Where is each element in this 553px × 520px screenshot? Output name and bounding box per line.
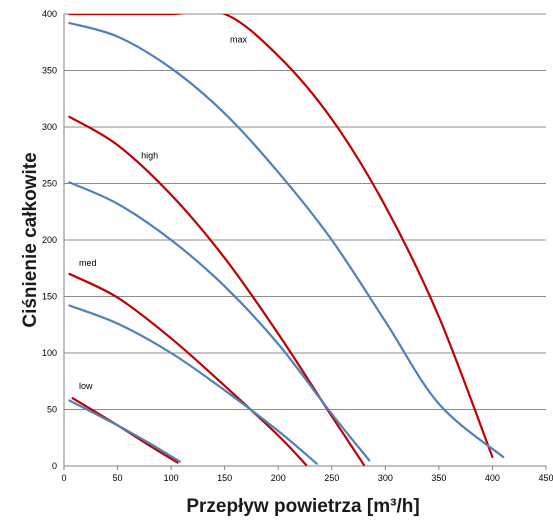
curve-labels: max high med low <box>79 34 248 391</box>
curve-label-high: high <box>141 151 158 161</box>
x-tick-label: 100 <box>164 473 179 483</box>
red-series-line <box>68 115 365 466</box>
x-tick-label: 50 <box>113 473 123 483</box>
x-axis-title: Przepływ powietrza [m³/h] <box>186 496 419 517</box>
x-tick-label: 0 <box>61 473 66 483</box>
x-tick-label: 150 <box>217 473 232 483</box>
gridlines <box>63 13 547 470</box>
y-tick-label: 250 <box>42 179 57 189</box>
curve-label-med: med <box>79 258 97 268</box>
y-tick-label: 150 <box>42 292 57 302</box>
y-tick-label: 350 <box>42 66 57 76</box>
red-series-line <box>68 272 308 466</box>
y-axis-title: Ciśnienie całkowite <box>20 152 41 327</box>
blue-series-line <box>68 21 505 459</box>
curve-label-low: low <box>79 381 93 391</box>
red-series-line <box>71 397 179 464</box>
x-tick-label: 200 <box>271 473 286 483</box>
x-tick-label: 450 <box>538 473 553 483</box>
x-axis-tick-labels: 0 50 100 150 200 250 300 350 400 450 <box>61 473 553 483</box>
blue-series-line <box>68 304 318 465</box>
x-tick-label: 250 <box>324 473 339 483</box>
red-series-line <box>68 14 494 459</box>
x-tick-label: 350 <box>431 473 446 483</box>
y-tick-label: 100 <box>42 348 57 358</box>
y-tick-label: 0 <box>52 461 57 471</box>
y-tick-label: 400 <box>42 9 57 19</box>
y-tick-label: 200 <box>42 235 57 245</box>
plot-area <box>68 14 505 466</box>
y-tick-label: 50 <box>47 405 57 415</box>
curve-label-max: max <box>230 34 248 44</box>
y-axis-tick-labels: 0 50 100 150 200 250 300 350 400 <box>42 9 57 471</box>
x-tick-label: 400 <box>485 473 500 483</box>
x-tick-label: 300 <box>378 473 393 483</box>
blue-series-line <box>68 399 181 463</box>
blue-series-line <box>68 181 371 462</box>
y-tick-label: 300 <box>42 122 57 132</box>
